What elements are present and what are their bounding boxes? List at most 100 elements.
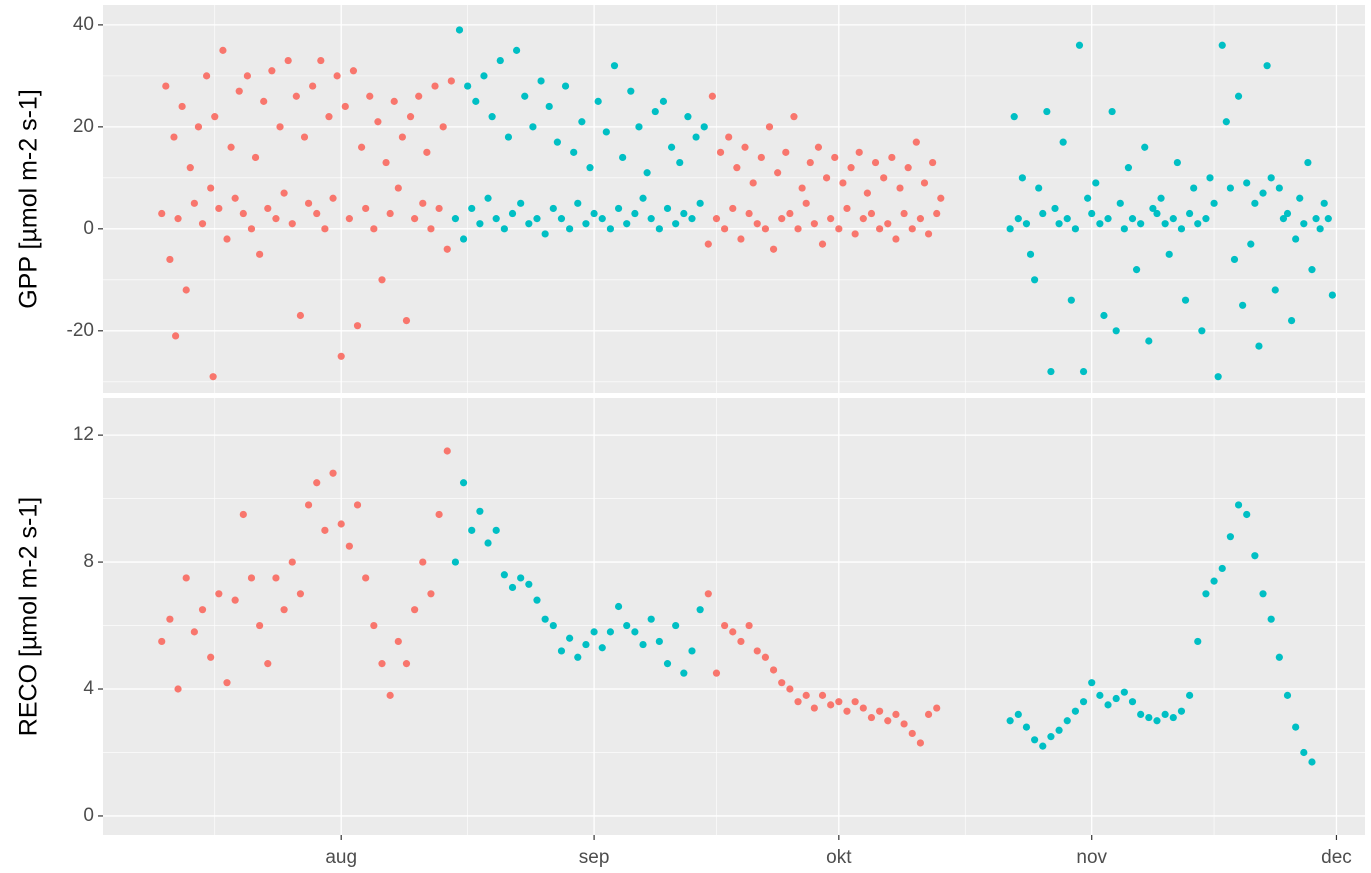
y-tick-label: -20 (67, 320, 94, 341)
point (276, 123, 284, 131)
point (268, 67, 276, 75)
point (451, 215, 460, 223)
panel-background (103, 398, 1365, 835)
point (810, 704, 818, 712)
point (186, 164, 194, 172)
point (243, 72, 251, 80)
point (357, 143, 366, 151)
point (1308, 266, 1316, 274)
point (447, 77, 455, 85)
point (378, 660, 386, 668)
point (476, 220, 484, 228)
point (472, 97, 480, 105)
point (288, 220, 296, 228)
point (1173, 158, 1181, 167)
point (688, 647, 696, 655)
point (610, 62, 619, 70)
point (623, 621, 631, 630)
point (174, 685, 182, 693)
point (876, 225, 884, 233)
point (712, 215, 721, 223)
point (296, 590, 305, 598)
point (1271, 286, 1279, 294)
point (170, 133, 178, 141)
point (1226, 184, 1234, 192)
point (680, 669, 688, 677)
point (435, 510, 443, 519)
point (1251, 552, 1259, 560)
point (859, 215, 867, 223)
point (207, 653, 215, 661)
point (431, 82, 439, 90)
point (786, 209, 794, 218)
point (606, 225, 615, 233)
point (761, 653, 770, 661)
point (831, 153, 839, 162)
point (839, 179, 847, 187)
point (737, 235, 745, 243)
point (627, 87, 635, 95)
point (415, 92, 423, 100)
point (863, 189, 871, 197)
point (158, 209, 166, 218)
point (602, 128, 610, 136)
point (631, 628, 639, 636)
point (827, 701, 835, 709)
point (1283, 209, 1292, 218)
point (802, 691, 810, 699)
point (884, 717, 892, 725)
point (570, 148, 578, 156)
point (1292, 235, 1300, 243)
point (390, 97, 398, 105)
point (700, 123, 708, 131)
point (198, 606, 207, 614)
point (480, 72, 488, 80)
point (264, 660, 272, 668)
point (1210, 577, 1218, 585)
point (370, 621, 378, 630)
point (1022, 220, 1031, 228)
point (892, 235, 900, 243)
point (1308, 758, 1316, 766)
point (1063, 215, 1071, 223)
point (1047, 733, 1055, 741)
point (1157, 194, 1165, 202)
point (1088, 209, 1096, 218)
point (1128, 215, 1137, 223)
point (1198, 327, 1206, 335)
point (1169, 215, 1177, 223)
point (822, 174, 831, 182)
point (578, 118, 586, 126)
point (182, 286, 190, 294)
point (614, 204, 623, 213)
point (920, 179, 929, 187)
point (867, 713, 876, 722)
point (549, 204, 557, 213)
x-tick-label: okt (826, 847, 852, 868)
point (353, 501, 362, 509)
point (435, 204, 443, 213)
point (215, 590, 223, 598)
point (924, 710, 933, 719)
x-tick-label: nov (1076, 847, 1107, 868)
point (663, 204, 672, 213)
point (378, 276, 386, 284)
point (855, 148, 863, 156)
point (769, 245, 778, 253)
point (464, 82, 472, 90)
point (802, 199, 810, 207)
point (366, 92, 374, 100)
point (280, 189, 288, 197)
point (1214, 373, 1222, 381)
panel-background (103, 5, 1365, 393)
point (1324, 215, 1332, 223)
point (337, 520, 345, 528)
point (590, 209, 598, 218)
point (778, 679, 786, 687)
point (411, 606, 419, 614)
point (459, 479, 468, 487)
point (174, 215, 182, 223)
point (190, 199, 198, 207)
point (382, 158, 390, 167)
point (1161, 220, 1169, 228)
